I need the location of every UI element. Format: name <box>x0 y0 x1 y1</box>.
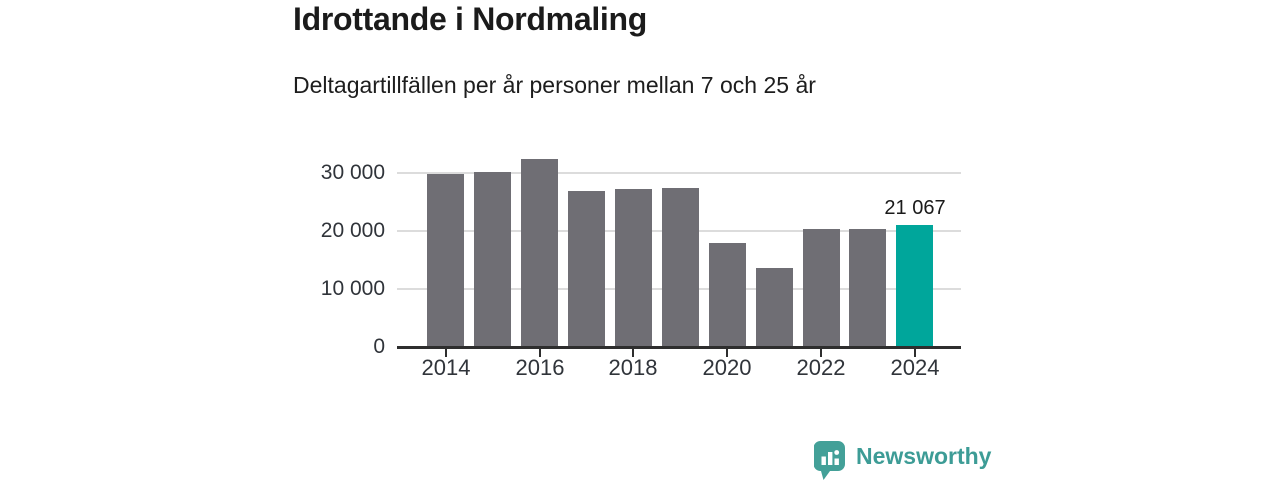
x-axis-tick-2022 <box>820 349 822 357</box>
bar-2020 <box>709 243 746 347</box>
chart-title: Idrottande i Nordmaling <box>293 1 647 37</box>
logo-bar-medium <box>834 458 839 465</box>
bar-2019 <box>662 188 699 347</box>
newsworthy-wordmark: Newsworthy <box>856 443 992 469</box>
bar-2023 <box>849 229 886 347</box>
x-axis-tick-2018 <box>632 349 634 357</box>
x-axis-tick-2014 <box>445 349 447 357</box>
bar-2015 <box>474 172 511 347</box>
x-axis-tick-2024 <box>914 349 916 357</box>
x-axis-tick-label-2018: 2018 <box>608 355 658 380</box>
bar-2022 <box>803 229 840 347</box>
newsworthy-speech-bubble-chart-icon <box>814 441 845 480</box>
x-axis-tick-2016 <box>539 349 541 357</box>
bar-2018 <box>615 189 652 347</box>
chart-subtitle: Deltagartillfällen per år personer mella… <box>293 72 816 98</box>
bar-2021 <box>756 268 793 347</box>
logo-bar-tall <box>828 452 833 465</box>
logo-exclamation-dot <box>834 450 840 455</box>
bar-2016 <box>521 159 558 347</box>
bar-2024 <box>896 225 933 347</box>
logo-bar-short <box>821 456 826 465</box>
bar-2014 <box>427 174 464 347</box>
x-axis-line <box>397 346 961 349</box>
x-axis-tick-label-2024: 2024 <box>890 355 940 380</box>
x-axis-tick-label-2022: 2022 <box>796 355 846 380</box>
x-axis-tick-2020 <box>726 349 728 357</box>
highlighted-bar-value-label: 21 067 <box>884 197 946 219</box>
bar-2017 <box>568 191 605 347</box>
y-axis-tick-label: 10 000 <box>320 277 385 300</box>
gridline-30000 <box>397 172 961 174</box>
x-axis-tick-label-2014: 2014 <box>421 355 471 380</box>
y-axis-tick-label: 20 000 <box>320 219 385 242</box>
x-axis-tick-label-2016: 2016 <box>515 355 565 380</box>
y-axis-tick-label: 0 <box>373 335 385 358</box>
newsworthy-brand: Newsworthy <box>814 441 991 480</box>
x-axis-tick-label-2020: 2020 <box>702 355 752 380</box>
y-axis-tick-label: 30 000 <box>320 161 385 184</box>
